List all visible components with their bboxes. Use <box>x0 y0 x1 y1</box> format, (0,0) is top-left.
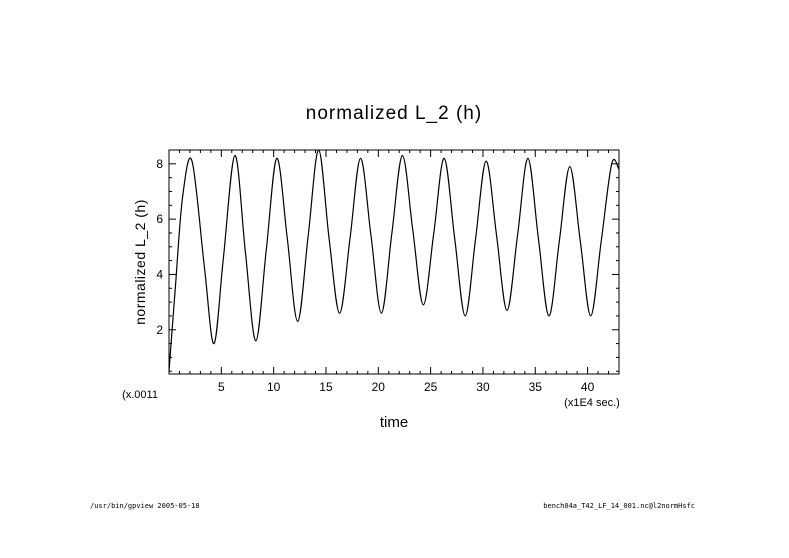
footer-left: /usr/bin/gpview 2005-05-18 <box>90 502 200 510</box>
plot-frame <box>168 149 620 375</box>
x-tick-label: 40 <box>581 380 595 394</box>
y-tick-label: 6 <box>156 212 163 226</box>
x-tick-label: 10 <box>267 380 281 394</box>
y-tick-label: 8 <box>156 157 163 171</box>
x-units-label: (x1E4 sec.) <box>564 397 620 409</box>
x-axis: 5 10 15 20 25 30 35 40 <box>178 150 620 394</box>
x-tick-label: 25 <box>424 380 438 394</box>
x-tick-label: 20 <box>372 380 386 394</box>
y-tick-label: 4 <box>156 267 163 281</box>
series-line <box>168 149 620 372</box>
footer-right: bench04a_T42_LF_14_001.nc@l2normHsfc <box>543 502 695 510</box>
y-multiplier-label: (x.0011 <box>122 389 158 401</box>
y-tick-label: 2 <box>156 323 163 337</box>
x-tick-label: 35 <box>529 380 543 394</box>
y-axis: 2 4 6 8 <box>156 149 619 372</box>
x-axis-label: time <box>380 414 408 431</box>
chart-title: normalized L_2 (h) <box>306 103 482 124</box>
x-tick-label: 15 <box>319 380 333 394</box>
x-tick-label: 5 <box>218 380 225 394</box>
y-axis-label: normalized L_2 (h) <box>132 199 148 325</box>
x-tick-label: 30 <box>476 380 490 394</box>
